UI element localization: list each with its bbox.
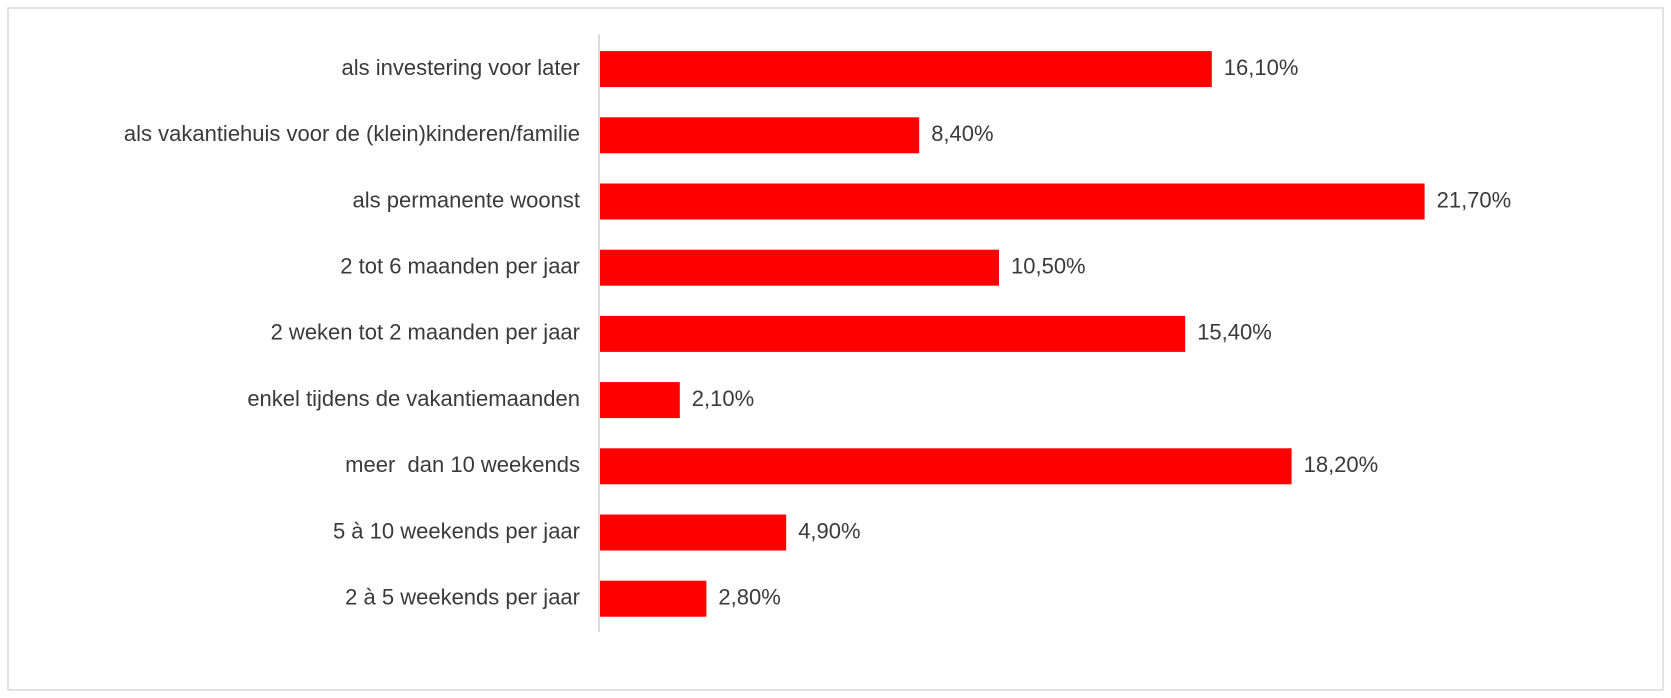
bar bbox=[600, 448, 1292, 485]
bar bbox=[600, 51, 1212, 88]
value-label: 15,40% bbox=[1197, 320, 1272, 345]
bar bbox=[600, 117, 920, 154]
category-label: meer dan 10 weekends bbox=[345, 452, 580, 477]
bar bbox=[600, 514, 787, 551]
chart-frame bbox=[7, 7, 1664, 691]
category-label: als investering voor later bbox=[342, 55, 580, 80]
value-label: 2,80% bbox=[718, 585, 780, 610]
category-label: 5 à 10 weekends per jaar bbox=[333, 518, 580, 543]
category-label: 2 weken tot 2 maanden per jaar bbox=[271, 320, 580, 345]
value-label: 18,20% bbox=[1304, 452, 1379, 477]
value-label: 10,50% bbox=[1011, 254, 1086, 279]
value-label: 4,90% bbox=[798, 518, 860, 543]
bar bbox=[600, 315, 1186, 352]
bar bbox=[600, 249, 999, 286]
category-label: 2 à 5 weekends per jaar bbox=[345, 585, 580, 610]
value-label: 21,70% bbox=[1437, 187, 1512, 212]
bar bbox=[600, 183, 1425, 220]
value-label: 8,40% bbox=[931, 121, 993, 146]
category-label: als vakantiehuis voor de (klein)kinderen… bbox=[124, 121, 580, 146]
category-label: enkel tijdens de vakantiemaanden bbox=[247, 386, 580, 411]
bar bbox=[600, 382, 680, 419]
value-label: 16,10% bbox=[1224, 55, 1299, 80]
category-label: 2 tot 6 maanden per jaar bbox=[340, 254, 580, 279]
category-label: als permanente woonst bbox=[353, 187, 580, 212]
value-label: 2,10% bbox=[692, 386, 754, 411]
bar bbox=[600, 580, 707, 617]
